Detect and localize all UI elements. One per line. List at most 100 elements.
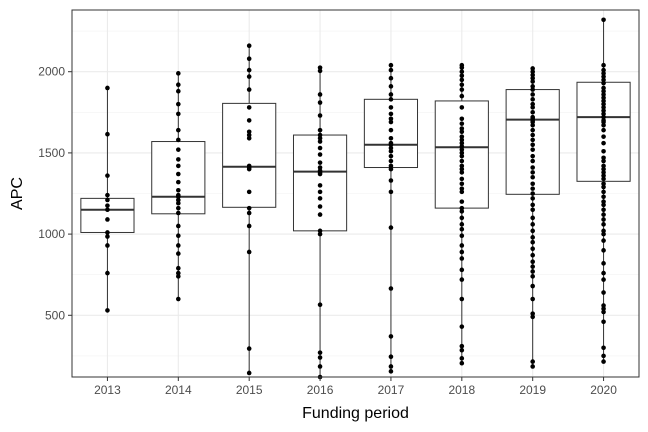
data-point <box>388 178 394 183</box>
data-point <box>601 17 606 23</box>
data-point <box>176 265 181 271</box>
data-point <box>459 69 465 75</box>
data-point <box>530 296 535 302</box>
data-point <box>388 148 394 154</box>
data-point <box>530 165 535 170</box>
data-point <box>176 171 181 177</box>
data-point <box>601 277 606 282</box>
data-point <box>317 132 323 138</box>
data-point <box>459 186 465 191</box>
data-point <box>388 225 394 230</box>
data-point <box>459 150 465 156</box>
data-point <box>388 62 394 68</box>
data-point <box>176 111 181 117</box>
data-point <box>317 212 323 217</box>
data-point <box>459 189 465 195</box>
data-point <box>459 163 465 169</box>
data-point <box>601 189 606 195</box>
data-point <box>530 105 535 110</box>
data-point <box>246 210 252 216</box>
x-axis: 2013 2014 2015 2016 2017 2018 2019 2020 <box>94 377 617 397</box>
data-point <box>176 274 181 279</box>
x-tick-label: 2017 <box>378 383 405 397</box>
data-point <box>601 359 606 364</box>
data-point <box>388 354 394 360</box>
data-point <box>530 222 535 227</box>
data-point <box>601 173 606 178</box>
data-point <box>530 196 535 201</box>
data-point <box>388 334 394 339</box>
data-point <box>459 121 465 126</box>
data-point <box>530 269 535 274</box>
data-point <box>601 199 606 204</box>
data-point <box>459 73 465 79</box>
data-point <box>459 233 465 239</box>
data-point <box>601 77 606 83</box>
data-point <box>317 165 323 170</box>
data-point <box>459 209 465 214</box>
data-point <box>530 283 535 289</box>
data-point <box>459 181 465 187</box>
data-point <box>459 137 465 143</box>
data-point <box>246 249 252 255</box>
data-point <box>601 67 606 73</box>
data-point <box>388 364 394 369</box>
data-point <box>601 155 606 161</box>
data-point <box>317 350 323 355</box>
data-point <box>176 88 181 94</box>
data-point <box>246 129 252 135</box>
data-point <box>246 223 252 229</box>
data-point <box>601 158 606 164</box>
data-point <box>601 166 606 172</box>
data-point <box>601 74 606 79</box>
data-point <box>459 215 465 221</box>
data-point <box>388 92 394 97</box>
data-point <box>530 215 535 221</box>
data-point <box>317 100 323 105</box>
data-point <box>105 203 110 208</box>
data-point <box>388 67 394 73</box>
data-point <box>317 68 323 74</box>
data-point <box>601 261 606 266</box>
data-point <box>246 166 252 172</box>
data-point <box>176 243 181 248</box>
data-point <box>530 191 535 196</box>
data-point <box>105 173 110 178</box>
data-point <box>530 153 535 159</box>
data-point <box>176 127 181 133</box>
data-point <box>601 114 606 120</box>
data-point <box>459 343 465 349</box>
data-point <box>530 186 535 191</box>
data-point <box>459 116 465 122</box>
data-point <box>176 187 181 193</box>
data-point <box>388 153 394 159</box>
data-point <box>530 79 535 84</box>
data-point <box>246 370 252 376</box>
data-point <box>388 84 394 89</box>
x-tick-label: 2015 <box>236 383 263 397</box>
data-point <box>459 222 465 227</box>
data-point <box>601 270 606 276</box>
data-point <box>530 87 535 92</box>
data-point <box>388 119 394 125</box>
data-point <box>601 176 606 182</box>
data-point <box>459 277 465 282</box>
data-point <box>601 108 606 113</box>
data-point <box>459 199 465 204</box>
data-point <box>530 359 535 364</box>
data-point <box>176 233 181 239</box>
data-point <box>105 197 110 203</box>
data-point <box>530 101 535 107</box>
data-point <box>530 72 535 78</box>
x-tick-label: 2019 <box>519 383 546 397</box>
data-point <box>317 171 323 177</box>
data-point <box>176 200 181 206</box>
data-point <box>459 256 465 261</box>
data-point <box>176 101 181 107</box>
data-point <box>105 308 110 313</box>
data-point <box>459 82 465 87</box>
data-point <box>601 194 606 200</box>
data-point <box>601 140 606 146</box>
panel-border <box>71 9 640 378</box>
